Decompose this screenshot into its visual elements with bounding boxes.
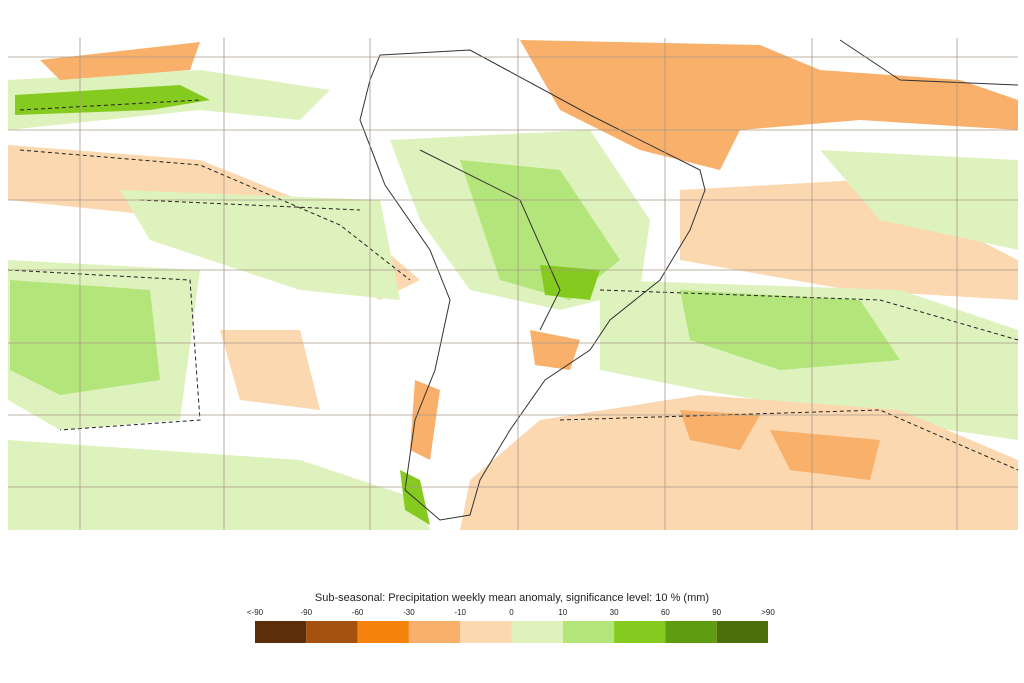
anomaly-area bbox=[530, 330, 580, 370]
colorbar-label: <-90 bbox=[247, 608, 264, 617]
anomaly-area bbox=[680, 410, 760, 450]
colorbar-swatch bbox=[408, 621, 461, 643]
colorbar-swatch bbox=[460, 621, 512, 643]
colorbar-swatch bbox=[255, 621, 307, 643]
colorbar-label: 0 bbox=[509, 608, 514, 617]
colorbar-swatch bbox=[716, 621, 768, 643]
colorbar-label: -60 bbox=[352, 608, 364, 617]
anomaly-area bbox=[770, 430, 880, 480]
colorbar-label: 30 bbox=[610, 608, 619, 617]
legend-title: Sub-seasonal: Precipitation weekly mean … bbox=[315, 592, 709, 604]
colorbar-swatch bbox=[357, 621, 409, 643]
anomaly-area bbox=[8, 440, 430, 530]
colorbar-label: 10 bbox=[558, 608, 567, 617]
colorbar-label: -10 bbox=[454, 608, 466, 617]
colorbar-label: 90 bbox=[712, 608, 721, 617]
colorbar-label: 60 bbox=[661, 608, 670, 617]
colorbar-swatch bbox=[511, 621, 563, 643]
anomaly-area bbox=[220, 330, 320, 410]
significance-contour bbox=[7, 99, 1019, 471]
coastline bbox=[419, 39, 1019, 331]
colorbar-label: >90 bbox=[761, 608, 775, 617]
anomaly-area bbox=[520, 40, 1018, 170]
anomaly-area bbox=[400, 470, 430, 525]
colorbar-label: -90 bbox=[301, 608, 313, 617]
colorbar-swatch bbox=[665, 621, 717, 643]
anomaly-area bbox=[680, 290, 900, 370]
colorbar-label: -30 bbox=[403, 608, 415, 617]
colorbar-swatch bbox=[562, 621, 615, 643]
coastline bbox=[359, 49, 706, 521]
anomaly-area bbox=[120, 190, 400, 300]
anomaly-area bbox=[410, 380, 440, 460]
anomaly-area bbox=[10, 280, 160, 395]
graticule bbox=[8, 38, 1018, 530]
colorbar-swatch bbox=[614, 621, 666, 643]
map bbox=[7, 38, 1019, 530]
colorbar: <-90 -90 -60 -30 -10 0 10 30 60 90 >90 bbox=[247, 608, 775, 643]
anomaly-area bbox=[460, 395, 1018, 530]
anomaly-area bbox=[460, 160, 620, 300]
anomaly-area bbox=[540, 265, 600, 300]
colorbar-swatch bbox=[306, 621, 358, 643]
